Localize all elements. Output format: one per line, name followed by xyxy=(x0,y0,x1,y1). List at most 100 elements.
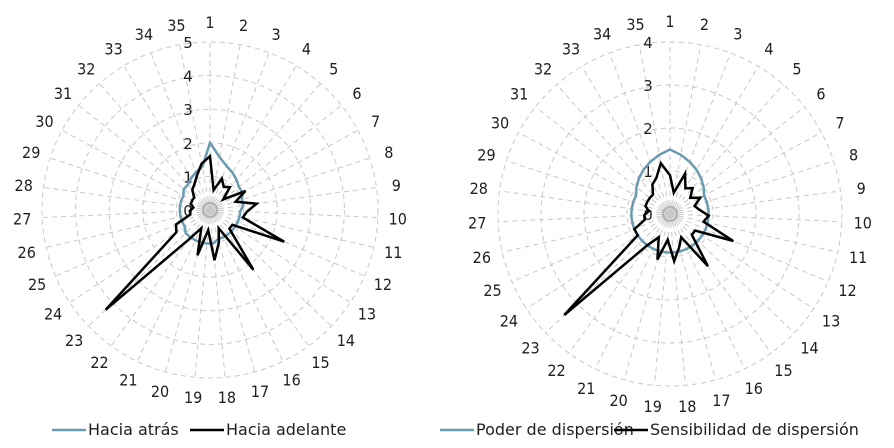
center-ring xyxy=(201,201,219,219)
category-label: 17 xyxy=(251,382,269,401)
radial-tick-label: 3 xyxy=(183,101,193,119)
radial-tick-label: 5 xyxy=(183,34,193,52)
grid-spoke xyxy=(209,209,310,347)
category-label: 34 xyxy=(135,25,153,44)
category-label: 12 xyxy=(838,281,856,300)
category-label: 23 xyxy=(65,331,83,350)
grid-spoke xyxy=(110,209,211,347)
category-label: 30 xyxy=(35,112,53,131)
category-label: 2 xyxy=(700,15,709,34)
grid-spoke xyxy=(669,106,805,215)
grid-spoke xyxy=(194,209,211,378)
category-label: 16 xyxy=(745,379,763,398)
category-label: 25 xyxy=(483,281,501,300)
category-label: 4 xyxy=(764,39,773,58)
grid-spoke xyxy=(556,84,671,215)
grid-spoke xyxy=(179,44,211,211)
category-label: 1 xyxy=(205,13,214,32)
category-label: 18 xyxy=(218,388,236,407)
category-label: 19 xyxy=(644,397,662,416)
center-ring xyxy=(661,205,679,223)
category-label: 13 xyxy=(822,311,840,330)
grid-spoke xyxy=(669,213,772,354)
legend-label: Hacia atrás xyxy=(88,420,179,439)
grid-spoke xyxy=(511,213,671,283)
grid-spoke xyxy=(42,209,211,219)
grid-spoke xyxy=(123,65,211,211)
legend-label: Sensibilidad de dispersión xyxy=(650,420,859,439)
category-label: 7 xyxy=(371,112,380,131)
category-label: 8 xyxy=(384,143,393,162)
category-label: 20 xyxy=(151,382,169,401)
grid-spoke xyxy=(209,209,256,373)
grid-spoke xyxy=(669,213,814,310)
grid-circle xyxy=(75,75,345,345)
grid-spoke xyxy=(150,52,211,211)
category-label: 24 xyxy=(44,305,62,324)
grid-spoke xyxy=(43,186,211,211)
category-label: 34 xyxy=(593,24,611,43)
grid-spoke xyxy=(209,209,378,219)
category-label: 15 xyxy=(774,361,792,380)
category-label: 10 xyxy=(389,209,407,228)
category-label: 33 xyxy=(562,39,580,58)
category-label: 9 xyxy=(857,179,866,198)
category-label: 29 xyxy=(477,145,495,164)
grid-spoke xyxy=(669,213,842,223)
category-label: 7 xyxy=(835,114,844,133)
grid-spoke xyxy=(209,209,351,303)
category-label: 5 xyxy=(329,59,338,78)
series-line-blue xyxy=(630,148,710,254)
category-label: 10 xyxy=(854,214,872,233)
category-label: 6 xyxy=(816,85,825,104)
radial-tick-label: 1 xyxy=(643,163,653,181)
legend-label: Poder de dispersión xyxy=(476,420,634,439)
category-label: 21 xyxy=(119,370,137,389)
grid-spoke xyxy=(46,209,211,248)
grid-spoke xyxy=(55,209,211,277)
radial-tick-label: 0 xyxy=(643,206,653,224)
category-label: 22 xyxy=(90,353,108,372)
grid-spoke xyxy=(518,132,671,215)
grid-spoke xyxy=(669,213,795,334)
category-label: 17 xyxy=(712,391,730,410)
grid-spoke xyxy=(164,209,211,373)
grid-spoke xyxy=(669,213,686,386)
category-label: 32 xyxy=(77,59,95,78)
category-label: 24 xyxy=(500,311,518,330)
grid-spoke xyxy=(209,44,241,211)
grid-spoke xyxy=(669,213,717,380)
category-label: 29 xyxy=(22,143,40,162)
category-label: 15 xyxy=(311,353,329,372)
grid-spoke xyxy=(69,209,211,303)
grid-spoke xyxy=(136,209,211,362)
category-label: 35 xyxy=(167,16,185,35)
radial-tick-label: 4 xyxy=(643,34,653,52)
grid-spoke xyxy=(209,52,270,211)
category-label: 12 xyxy=(374,275,392,294)
category-label: 8 xyxy=(849,145,858,164)
grid-spoke xyxy=(209,186,377,211)
grid-spoke xyxy=(535,106,671,215)
grid-spoke xyxy=(545,213,671,334)
category-label: 2 xyxy=(239,16,248,35)
category-label: 13 xyxy=(358,305,376,324)
category-label: 21 xyxy=(577,379,595,398)
category-label: 33 xyxy=(104,40,122,59)
category-label: 25 xyxy=(28,275,46,294)
grid-spoke xyxy=(209,209,284,362)
radial-tick-label: 2 xyxy=(183,135,193,153)
series-line-black xyxy=(104,153,285,311)
category-label: 1 xyxy=(665,12,674,31)
grid-spoke xyxy=(50,157,211,211)
category-label: 32 xyxy=(534,60,552,79)
grid-spoke xyxy=(61,129,211,211)
category-label: 27 xyxy=(468,214,486,233)
grid-spoke xyxy=(609,52,671,215)
grid-spoke xyxy=(669,84,784,215)
grid-circle xyxy=(41,41,379,379)
grid-spoke xyxy=(669,52,731,215)
